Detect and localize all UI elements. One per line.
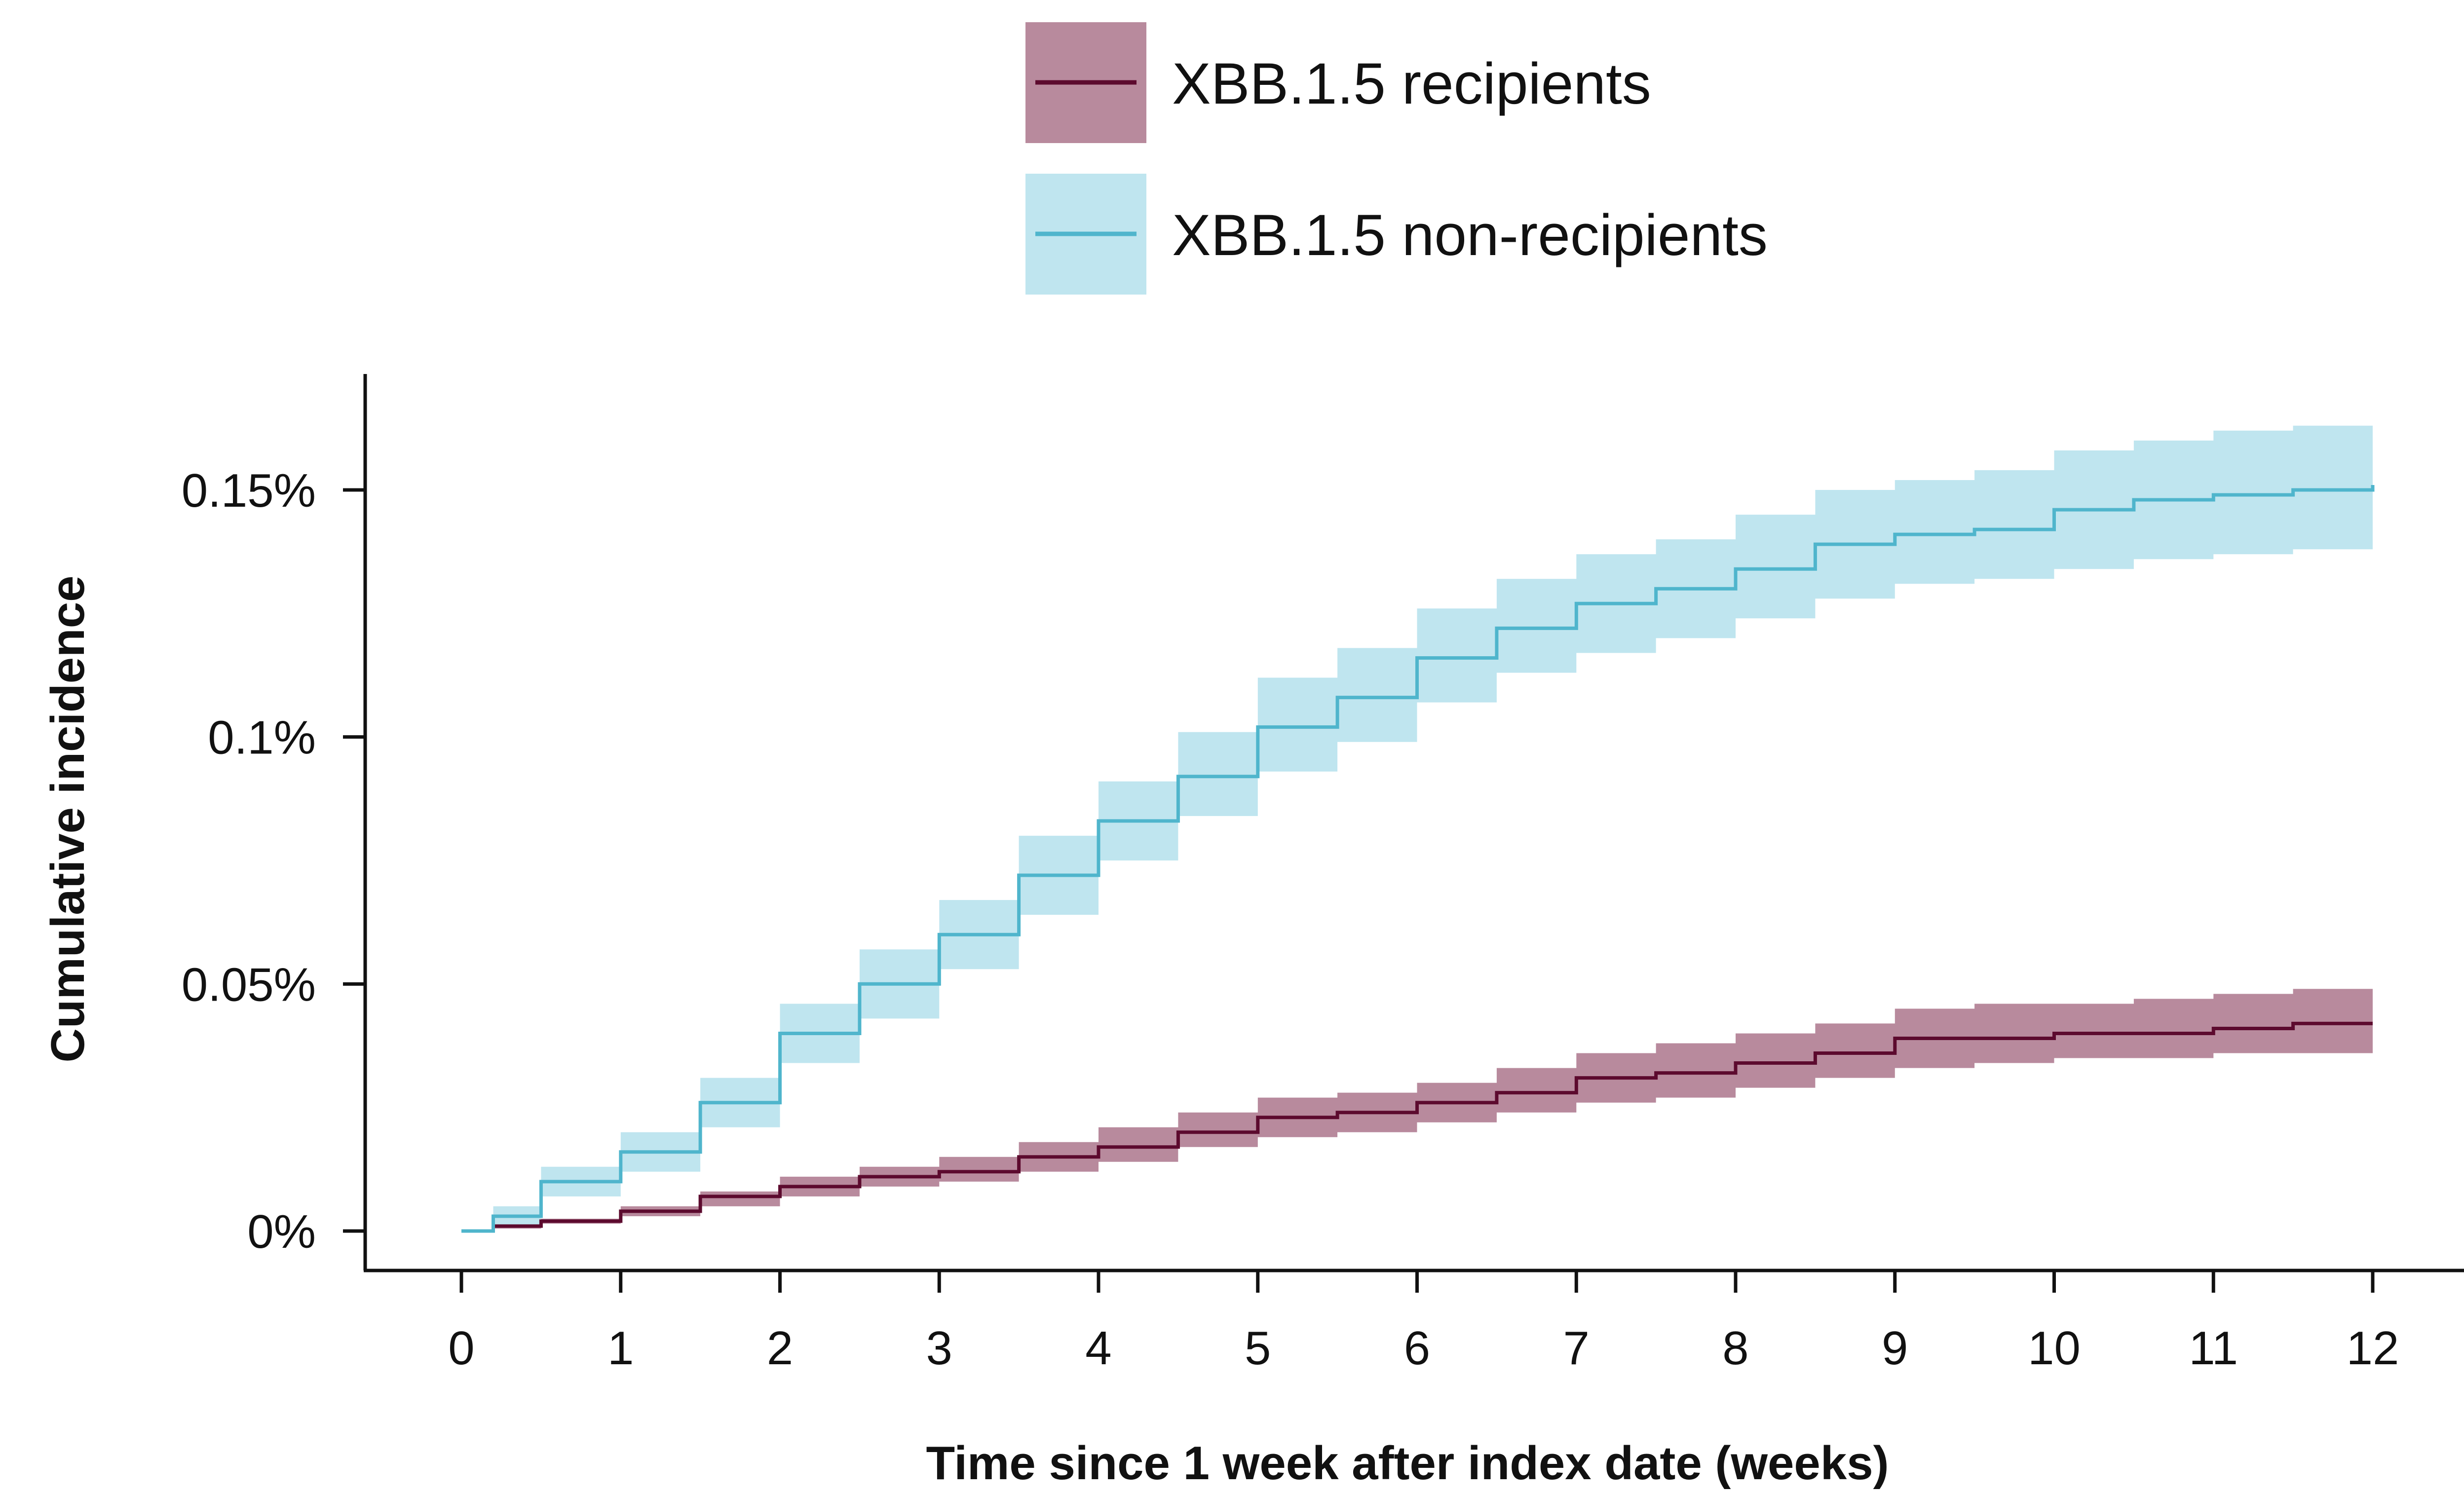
- x-tick-label: 6: [1404, 1322, 1430, 1375]
- x-tick-label: 10: [2028, 1322, 2081, 1375]
- x-tick-label: 8: [1722, 1322, 1748, 1375]
- x-tick-label: 9: [1882, 1322, 1908, 1375]
- legend-label-nonrecipients: XBB.1.5 non-recipients: [1172, 203, 1768, 268]
- x-ticks: 0 1 2 3 4 5 6 7 8 9 10 11 12: [448, 1270, 2399, 1375]
- y-axis-title: Cumulative incidence: [41, 576, 94, 1063]
- series-line-nonrecipients: [461, 485, 2375, 1233]
- x-tick-label: 2: [767, 1322, 793, 1375]
- y-ticks: 0% 0.05% 0.1% 0.15%: [182, 464, 365, 1258]
- series-lines: [461, 485, 2375, 1233]
- y-tick-label: 0.05%: [182, 958, 316, 1011]
- y-tick-label: 0.15%: [182, 464, 316, 517]
- x-tick-label: 4: [1085, 1322, 1111, 1375]
- x-tick-label: 12: [2347, 1322, 2399, 1375]
- legend-label-recipients: XBB.1.5 recipients: [1172, 51, 1651, 116]
- y-tick-label: 0.1%: [208, 711, 316, 764]
- x-tick-label: 0: [448, 1322, 474, 1375]
- x-axis-title: Time since 1 week after index date (week…: [926, 1437, 1889, 1490]
- axes: [363, 374, 2464, 1272]
- confidence-band-nonrecipients: [461, 420, 2373, 1231]
- series-line-recipients: [461, 1021, 2373, 1233]
- y-tick-label: 0%: [247, 1205, 316, 1258]
- x-tick-label: 11: [2189, 1322, 2238, 1375]
- x-tick-label: 1: [607, 1322, 634, 1375]
- legend: XBB.1.5 recipients XBB.1.5 non-recipient…: [1025, 22, 1768, 295]
- x-tick-label: 3: [926, 1322, 952, 1375]
- x-tick-label: 5: [1245, 1322, 1271, 1375]
- x-tick-label: 7: [1563, 1322, 1590, 1375]
